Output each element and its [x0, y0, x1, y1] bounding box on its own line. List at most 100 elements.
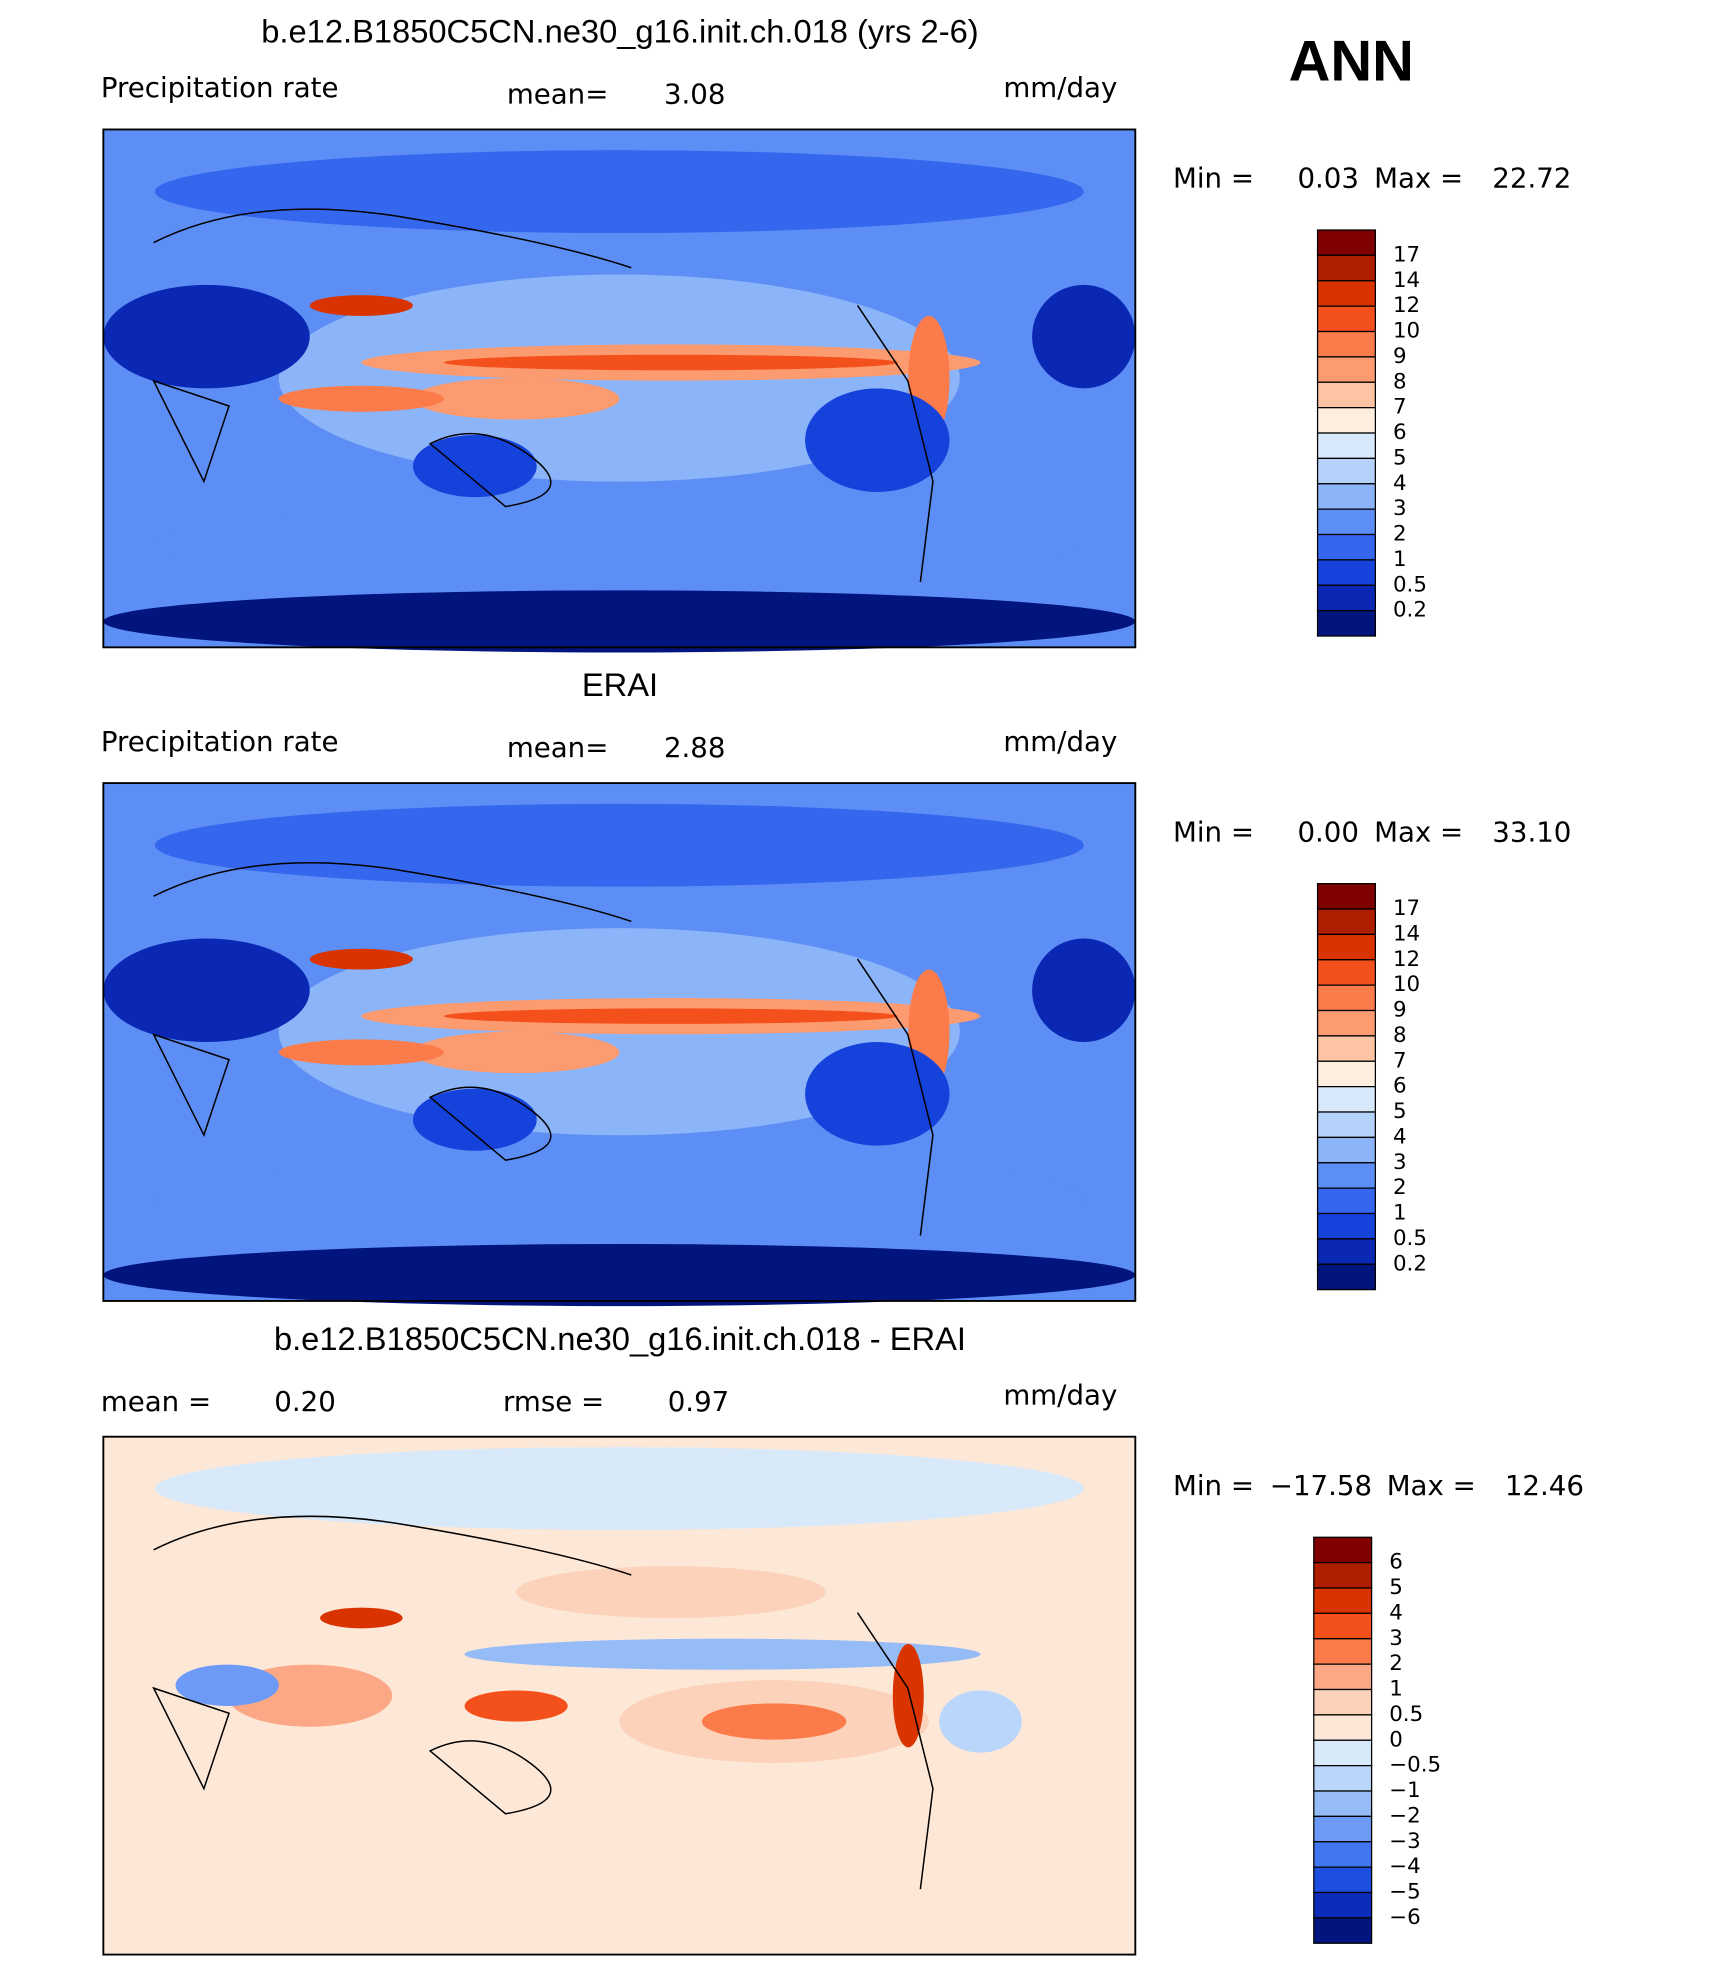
colorbar-swatch [1313, 1587, 1373, 1615]
colorbar-swatch [1313, 1638, 1373, 1665]
min-label: Min = [1173, 1469, 1254, 1502]
field-region [103, 590, 1136, 653]
variable-label: Precipitation rate [101, 725, 339, 758]
colorbar-swatch [1313, 1688, 1373, 1716]
colorbar-swatch [1316, 883, 1377, 910]
colorbar-label: −4 [1389, 1854, 1421, 1879]
units: mm/day [1003, 1378, 1117, 1411]
colorbar-label: 0.5 [1393, 1226, 1427, 1251]
panel-title: b.e12.B1850C5CN.ne30_g16.init.ch.018 - E… [274, 1320, 966, 1357]
colorbar-swatch [1316, 356, 1377, 383]
field-region [154, 803, 1084, 887]
colorbar-label: 0.2 [1393, 598, 1427, 623]
colorbar-swatch [1316, 1263, 1377, 1291]
field-region [278, 1039, 444, 1066]
field-region [1032, 284, 1136, 389]
colorbar-swatch [1313, 1562, 1373, 1589]
field-region [320, 1607, 403, 1629]
colorbar-swatch [1313, 1765, 1373, 1792]
field-region [412, 1031, 620, 1074]
field-region [1032, 938, 1136, 1043]
colorbar-swatch [1316, 908, 1377, 936]
units: mm/day [1003, 71, 1117, 104]
colorbar-swatch [1313, 1790, 1373, 1818]
field-region [701, 1703, 847, 1740]
coastline [152, 208, 934, 583]
colorbar-swatch [1313, 1612, 1373, 1640]
colorbar-swatch [1316, 610, 1377, 637]
field-region [309, 295, 413, 316]
colorbar-label: −6 [1389, 1905, 1421, 1930]
colorbar-label: 12 [1393, 293, 1420, 318]
colorbar-swatch [1316, 1060, 1377, 1088]
panel-title: b.e12.B1850C5CN.ne30_g16.init.ch.018 (yr… [261, 13, 978, 50]
colorbar-swatch [1316, 584, 1377, 612]
colorbar-label: 4 [1389, 1600, 1403, 1625]
colorbar-label: 6 [1393, 1074, 1407, 1099]
colorbar-swatch [1316, 305, 1377, 333]
field-region [443, 354, 898, 371]
field-region [103, 1243, 1136, 1307]
colorbar-swatch [1313, 1663, 1373, 1691]
colorbar-swatch [1316, 254, 1377, 282]
colorbar-swatch [1316, 280, 1377, 307]
colorbar-swatch [1316, 984, 1377, 1012]
field-region [412, 1088, 537, 1151]
colorbar-label: 4 [1393, 1124, 1407, 1149]
colorbar-label: 7 [1393, 1048, 1407, 1073]
colorbar-swatch [1316, 432, 1377, 460]
colorbar-label: 10 [1393, 319, 1420, 344]
field-region [103, 938, 310, 1043]
map [102, 782, 1137, 1307]
colorbar-swatch [1313, 1866, 1373, 1894]
colorbar-label: 8 [1393, 369, 1407, 394]
colorbar-swatch [1316, 1162, 1377, 1189]
colorbar-swatch [1316, 508, 1377, 536]
colorbar-swatch [1313, 1815, 1373, 1843]
field-region [939, 1690, 1022, 1753]
colorbar-label: 3 [1393, 1150, 1407, 1175]
colorbar-label: 17 [1393, 242, 1420, 267]
map [102, 1435, 1137, 1956]
field-region [278, 385, 444, 412]
field-region [805, 388, 950, 492]
map-frame [102, 1435, 1137, 1956]
max-value: 33.10 [1492, 815, 1571, 848]
colorbar-swatch [1313, 1739, 1373, 1767]
colorbar-swatch [1316, 457, 1377, 485]
min-value: 0.00 [1297, 815, 1359, 848]
max-value: 12.46 [1505, 1469, 1584, 1502]
stat-value: 0.97 [668, 1385, 730, 1418]
colorbar-swatch [1316, 1111, 1377, 1139]
colorbar-label: 12 [1393, 947, 1420, 972]
colorbar-swatch [1316, 381, 1377, 409]
colorbar-label: 7 [1393, 395, 1407, 420]
colorbar-swatch [1313, 1714, 1373, 1741]
min-value: −17.58 [1270, 1469, 1372, 1502]
colorbar-label: 6 [1389, 1550, 1403, 1575]
field-region [154, 150, 1084, 234]
stat-value: 3.08 [664, 78, 726, 111]
colorbar-swatch [1316, 1035, 1377, 1062]
colorbar-label: 0.5 [1389, 1702, 1423, 1727]
colorbar-label: 2 [1389, 1651, 1403, 1676]
colorbar-label: −1 [1389, 1778, 1421, 1803]
field-region [175, 1664, 279, 1706]
panel-title: ERAI [582, 666, 658, 703]
max-label: Max = [1387, 1469, 1476, 1502]
colorbar-label: 4 [1393, 471, 1407, 496]
coastline [152, 1515, 934, 1890]
colorbar-label: 1 [1389, 1677, 1403, 1702]
stat-label: rmse = [503, 1385, 604, 1418]
field-region [464, 1638, 981, 1670]
max-label: Max = [1374, 162, 1463, 195]
field-region [443, 1008, 898, 1024]
colorbar-label: 0.5 [1393, 572, 1427, 597]
colorbar-label: 2 [1393, 1175, 1407, 1200]
colorbar-label: 2 [1393, 522, 1407, 547]
colorbar-label: 1 [1393, 1201, 1407, 1226]
max-value: 22.72 [1492, 162, 1571, 195]
variable-label: Precipitation rate [101, 71, 339, 104]
map-frame [102, 128, 1137, 649]
